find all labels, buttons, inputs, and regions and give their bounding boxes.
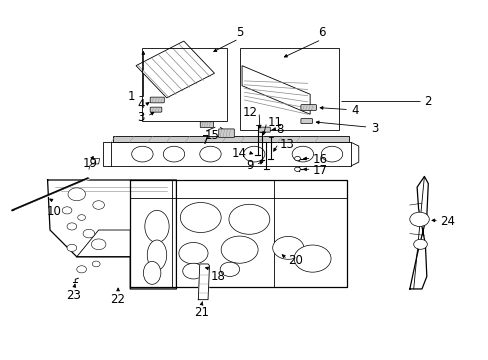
Circle shape: [179, 243, 207, 264]
Polygon shape: [409, 176, 427, 289]
Circle shape: [67, 223, 77, 230]
Text: 4: 4: [351, 104, 358, 117]
Text: 5: 5: [236, 26, 243, 39]
Circle shape: [272, 237, 303, 259]
FancyBboxPatch shape: [300, 118, 312, 123]
Circle shape: [221, 236, 258, 263]
Bar: [239, 48, 339, 130]
Text: 20: 20: [287, 254, 303, 267]
Text: 24: 24: [439, 215, 454, 228]
Circle shape: [83, 229, 95, 238]
Text: 13: 13: [279, 138, 294, 151]
Circle shape: [180, 203, 221, 233]
Polygon shape: [130, 180, 346, 287]
FancyBboxPatch shape: [113, 136, 348, 143]
Circle shape: [291, 146, 313, 162]
Polygon shape: [198, 264, 209, 300]
Circle shape: [413, 239, 427, 249]
Text: 15: 15: [204, 129, 219, 142]
Circle shape: [77, 266, 86, 273]
Polygon shape: [47, 180, 176, 289]
Text: 1: 1: [127, 90, 135, 103]
Polygon shape: [91, 158, 100, 164]
Circle shape: [68, 188, 85, 201]
Text: 7: 7: [202, 134, 209, 147]
FancyBboxPatch shape: [200, 122, 213, 127]
Text: 23: 23: [66, 289, 81, 302]
Circle shape: [93, 201, 104, 209]
Circle shape: [67, 244, 77, 251]
Circle shape: [78, 215, 85, 220]
FancyBboxPatch shape: [111, 143, 351, 166]
Circle shape: [294, 167, 300, 171]
Circle shape: [92, 261, 100, 267]
Polygon shape: [242, 66, 309, 114]
Circle shape: [62, 207, 72, 214]
Ellipse shape: [143, 261, 161, 284]
Text: 9: 9: [246, 159, 254, 172]
Text: 10: 10: [46, 205, 61, 218]
Text: 22: 22: [110, 293, 125, 306]
Ellipse shape: [147, 240, 166, 270]
Circle shape: [220, 262, 239, 276]
Circle shape: [228, 204, 269, 234]
Ellipse shape: [144, 210, 169, 243]
Text: 2: 2: [424, 95, 431, 108]
Circle shape: [294, 157, 300, 161]
Circle shape: [200, 146, 221, 162]
Text: 3: 3: [137, 111, 144, 124]
Circle shape: [293, 245, 330, 272]
Circle shape: [409, 212, 428, 226]
FancyBboxPatch shape: [150, 107, 162, 112]
Circle shape: [321, 146, 342, 162]
Text: 8: 8: [276, 123, 283, 136]
Text: 19: 19: [82, 157, 98, 171]
Circle shape: [91, 239, 106, 249]
Circle shape: [183, 263, 203, 279]
Text: 21: 21: [194, 306, 209, 319]
Text: 4: 4: [137, 99, 144, 112]
FancyBboxPatch shape: [258, 127, 270, 132]
Text: 18: 18: [210, 270, 225, 283]
Circle shape: [163, 146, 184, 162]
FancyBboxPatch shape: [218, 129, 234, 138]
Text: 11: 11: [267, 116, 282, 129]
Bar: [142, 48, 227, 121]
Text: 6: 6: [318, 26, 325, 39]
Text: 3: 3: [370, 122, 378, 135]
Text: 17: 17: [312, 164, 327, 177]
Text: 16: 16: [312, 153, 327, 166]
Circle shape: [131, 146, 153, 162]
FancyBboxPatch shape: [150, 97, 164, 103]
FancyBboxPatch shape: [300, 105, 316, 111]
Text: 14: 14: [231, 147, 246, 160]
Polygon shape: [136, 41, 214, 98]
Circle shape: [243, 146, 264, 162]
Text: 12: 12: [243, 106, 258, 120]
